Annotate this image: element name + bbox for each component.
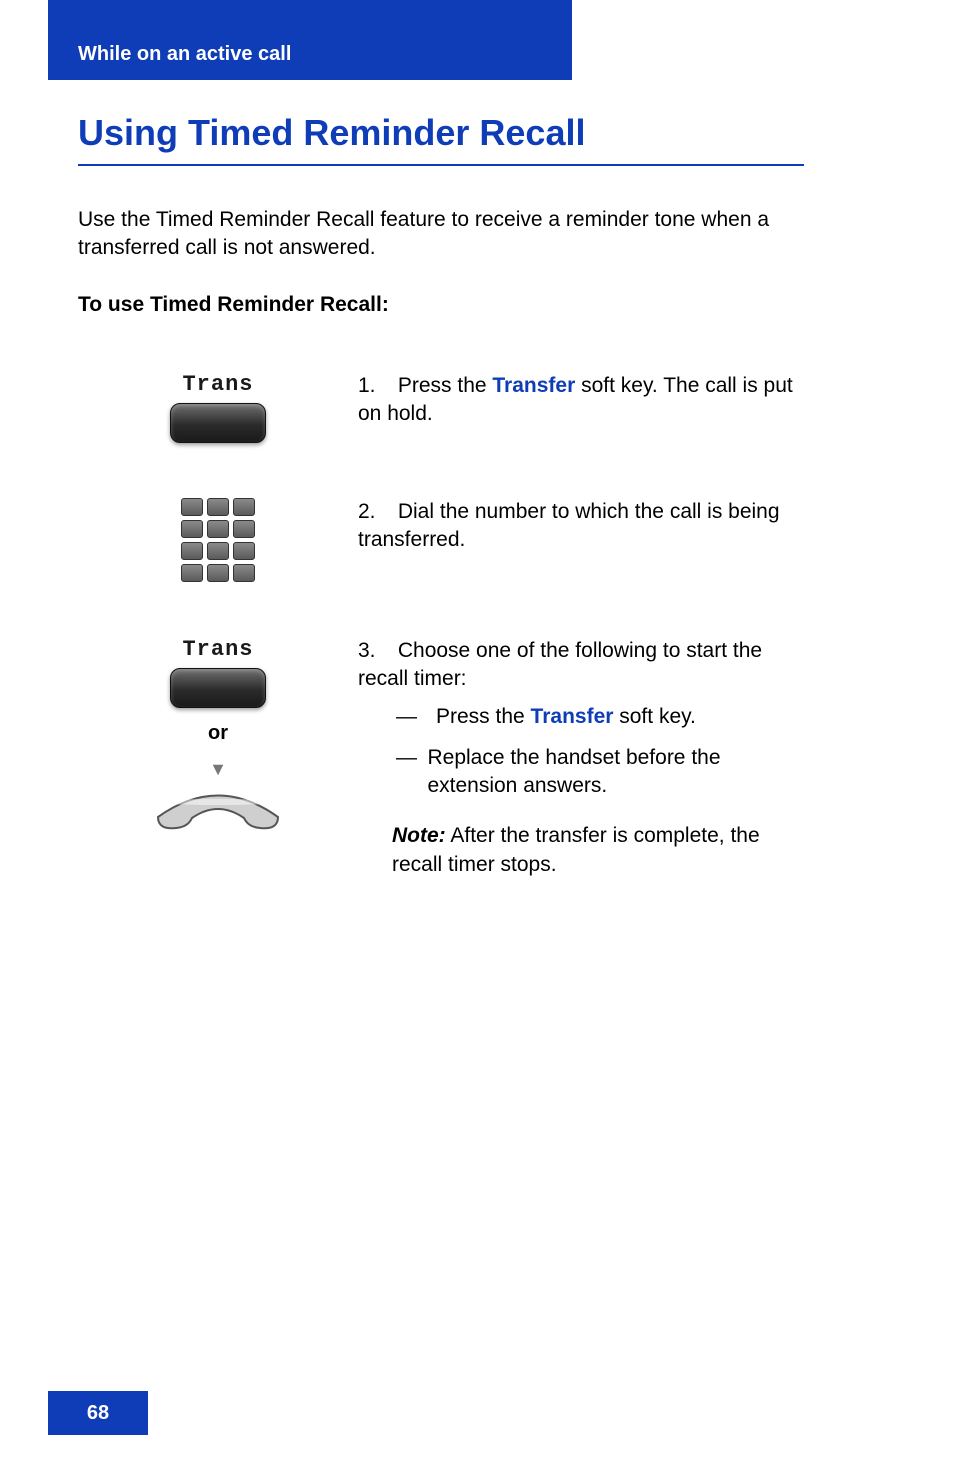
text-fragment: Choose one of the following to start the…: [358, 639, 762, 690]
handset-icon: [148, 782, 288, 832]
step-text: 2. Dial the number to which the call is …: [358, 498, 804, 555]
step-icon-column: [78, 498, 358, 582]
or-label: or: [208, 722, 228, 745]
bullet-text: Press the Transfer soft key.: [436, 703, 696, 731]
softkey-label: Trans: [182, 637, 253, 662]
intro-paragraph: Use the Timed Reminder Recall feature to…: [78, 206, 804, 263]
step-text: 1. Press the Transfer soft key. The call…: [358, 372, 804, 429]
step-number: 3.: [358, 637, 392, 665]
step-row: 2. Dial the number to which the call is …: [78, 498, 804, 582]
step-icon-column: Trans or ▼: [78, 637, 358, 832]
softkey-label: Trans: [182, 372, 253, 397]
dash: —: [392, 744, 427, 801]
step-number: 1.: [358, 372, 392, 400]
page: While on an active call Using Timed Remi…: [0, 0, 954, 1475]
text-fragment: Dial the number to which the call is bei…: [358, 500, 780, 551]
softkey-button-icon: [170, 668, 266, 708]
subheading: To use Timed Reminder Recall:: [78, 293, 804, 317]
keypad-icon: [181, 498, 255, 582]
keyword-transfer: Transfer: [492, 374, 575, 397]
note-body: After the transfer is complete, the reca…: [392, 824, 760, 875]
content-area: Using Timed Reminder Recall Use the Time…: [78, 108, 804, 879]
dash: —: [392, 703, 436, 731]
note-block: Note: After the transfer is complete, th…: [358, 822, 804, 879]
sub-bullets: — Press the Transfer soft key. — Replace…: [358, 703, 804, 800]
steps-list: Trans 1. Press the Transfer soft key. Th…: [78, 372, 804, 879]
step-text: 3. Choose one of the following to start …: [358, 637, 804, 879]
sub-bullet: — Replace the handset before the extensi…: [392, 744, 804, 801]
text-fragment: soft key.: [613, 705, 695, 728]
text-fragment: Press the: [436, 705, 531, 728]
page-number-badge: 68: [48, 1391, 148, 1435]
page-title: Using Timed Reminder Recall: [78, 112, 804, 166]
step-row: Trans 1. Press the Transfer soft key. Th…: [78, 372, 804, 443]
softkey-button-icon: [170, 403, 266, 443]
bullet-text: Replace the handset before the extension…: [427, 744, 804, 801]
step-number: 2.: [358, 498, 392, 526]
arrow-down-icon: ▼: [209, 759, 227, 780]
keyword-transfer: Transfer: [531, 705, 614, 728]
chapter-title: While on an active call: [78, 43, 291, 66]
text-fragment: Press the: [398, 374, 493, 397]
note-lead: Note:: [392, 824, 446, 847]
step-icon-column: Trans: [78, 372, 358, 443]
sub-bullet: — Press the Transfer soft key.: [392, 703, 804, 731]
step-row: Trans or ▼ 3. Choose one of the followin…: [78, 637, 804, 879]
chapter-header-bar: While on an active call: [48, 0, 572, 80]
page-number: 68: [87, 1402, 109, 1425]
